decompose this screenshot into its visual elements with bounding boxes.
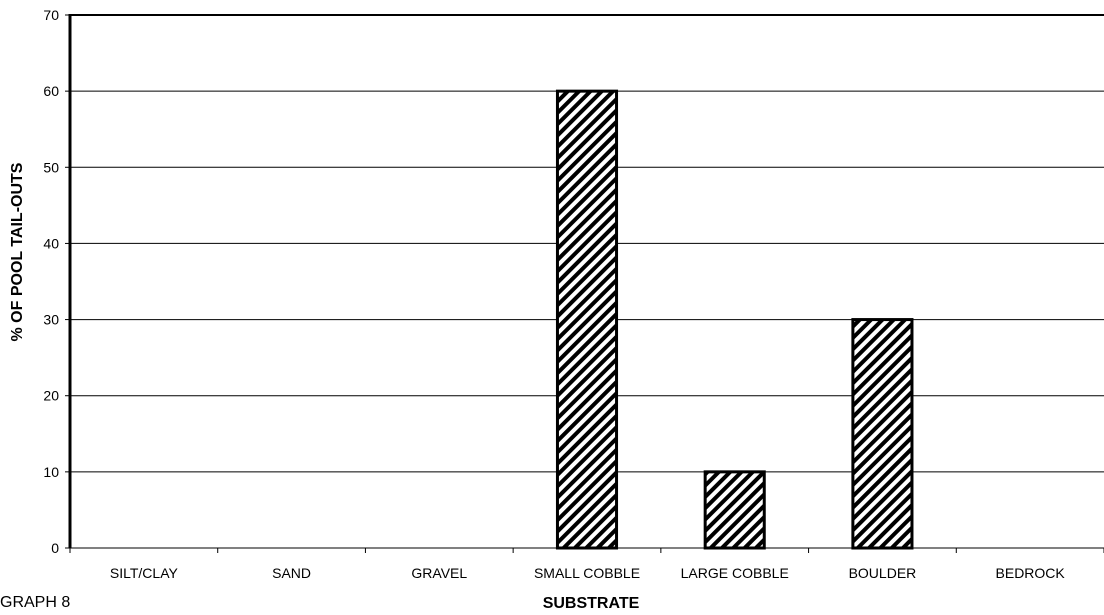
y-tick-label: 10 [43,464,59,480]
x-tick-label: GRAVEL [411,565,467,581]
y-tick-label: 0 [51,540,59,556]
x-tick-label: BOULDER [849,565,917,581]
x-tick-label: SMALL COBBLE [534,565,640,581]
graph-caption: GRAPH 8 [0,594,71,611]
y-tick-label: 40 [43,235,59,251]
y-tick-label: 70 [43,7,59,23]
y-tick-label: 50 [43,159,59,175]
y-axis-title: % OF POOL TAIL-OUTS [9,162,26,341]
bar [851,318,914,550]
axes [65,14,1104,553]
x-axis-title: SUBSTRATE [543,595,640,612]
y-tick-label: 30 [43,312,59,328]
x-tick-label: LARGE COBBLE [681,565,789,581]
y-tick-label: 20 [43,388,59,404]
x-tick-label: BEDROCK [996,565,1066,581]
tick-labels: 0 10 20 30 40 50 60 70 SILT/CLAY SAND GRAVEL SMALL … [43,7,1065,581]
x-tick-label: SAND [272,565,311,581]
y-tick-label: 60 [43,83,59,99]
bar [703,470,766,550]
bar [555,89,619,550]
x-tick-label: SILT/CLAY [110,565,179,581]
